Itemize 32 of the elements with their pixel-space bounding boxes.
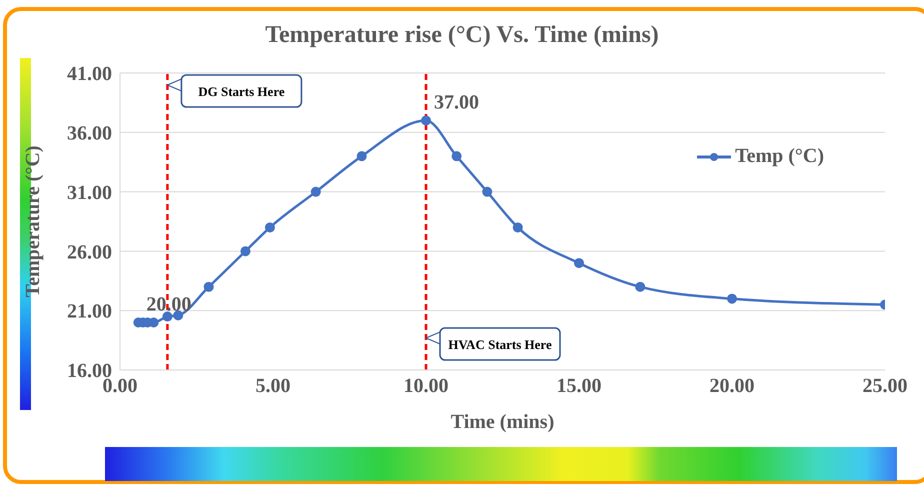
point [482, 186, 492, 197]
legend-label: Temp (°C) [735, 145, 824, 168]
point [635, 282, 646, 292]
point [452, 151, 462, 162]
point [310, 186, 321, 197]
ref-line-label: DG Starts Here [198, 84, 285, 99]
point [240, 246, 250, 256]
y-tick-label: 31.00 [67, 182, 112, 204]
y-tick-label: 36.00 [67, 122, 112, 144]
point [574, 258, 584, 268]
y-tick-label: 21.00 [67, 300, 112, 323]
y-axis-title: Temperature (°C) [22, 146, 44, 298]
point [512, 222, 523, 232]
chart-title: Temperature rise (°C) Vs. Time (mins) [264, 22, 660, 49]
point [162, 312, 172, 322]
data-label: 20.00 [146, 293, 192, 316]
point [356, 151, 367, 162]
y-tick-label: 41.00 [67, 63, 112, 86]
y-tick-label: 26.00 [67, 241, 112, 264]
point [421, 116, 431, 126]
point [173, 310, 184, 320]
point [727, 294, 737, 304]
x-tick-label: 20.00 [710, 375, 754, 398]
data-label: 37.00 [434, 92, 479, 114]
ref-line-label: HVAC Starts Here [448, 337, 552, 352]
x-tick-label: 10.00 [404, 375, 448, 398]
x-tick-label: 15.00 [556, 375, 602, 398]
x-axis-title: Time (mins) [450, 411, 554, 433]
x-tick-label: 5.00 [256, 375, 290, 398]
point [264, 222, 275, 232]
x-tick-label: 25.00 [862, 375, 908, 398]
point [204, 282, 214, 292]
